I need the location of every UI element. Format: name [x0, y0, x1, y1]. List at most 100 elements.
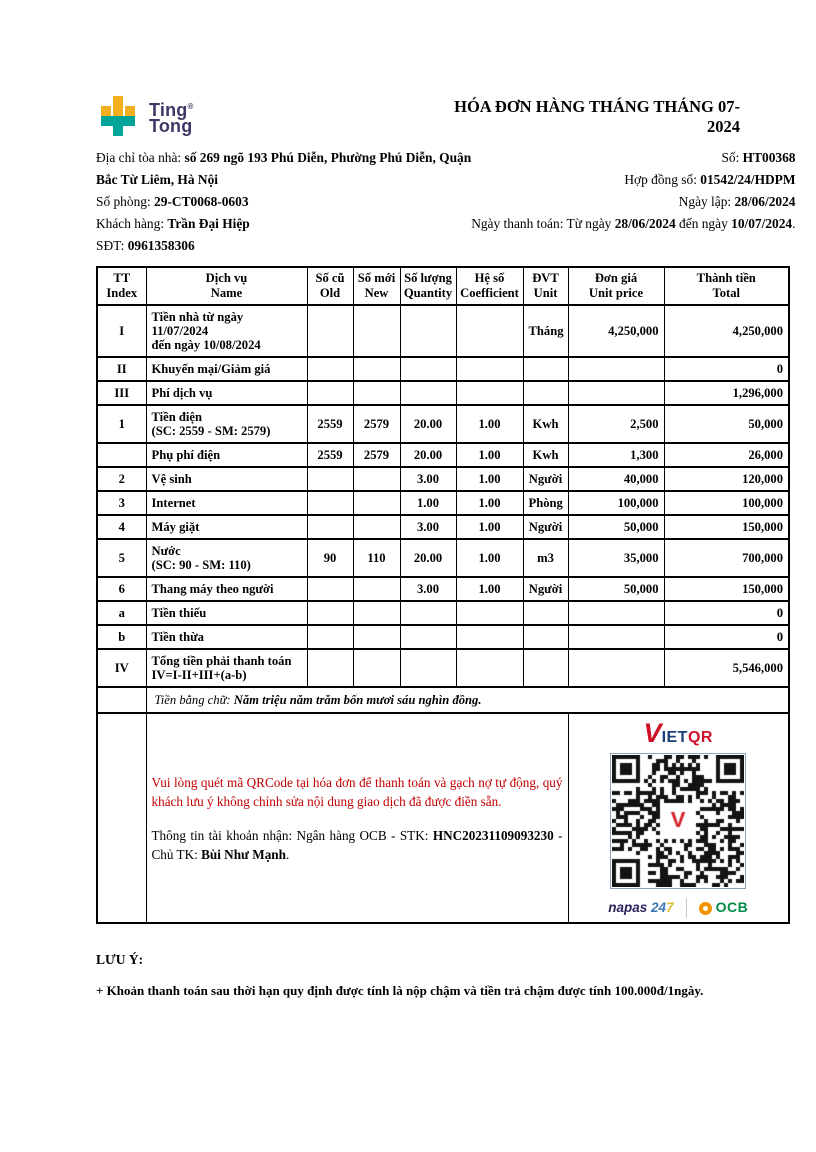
late-payment-note: + Khoản thanh toán sau thời hạn quy định… — [96, 983, 704, 998]
cell-coef — [455, 380, 524, 406]
info-section: Địa chỉ tòa nhà: số 269 ngõ 193 Phú Diễn… — [96, 147, 796, 257]
qr-code-frame — [610, 753, 747, 889]
cell-qty: 1.00 — [399, 490, 457, 516]
address-line: Địa chỉ tòa nhà: số 269 ngõ 193 Phú Diễn… — [96, 150, 472, 187]
cell-unit: Tháng — [522, 304, 569, 358]
registered-mark: ® — [187, 101, 194, 111]
tingtong-logo: Ting® Tong — [96, 96, 194, 136]
column-header: Hệ số Coefficient — [455, 266, 524, 306]
cell-coef: 1.00 — [455, 490, 524, 516]
cell-new — [352, 514, 401, 540]
cell-old — [306, 624, 354, 650]
cell-coef — [455, 624, 524, 650]
cell-price: 100,000 — [567, 490, 665, 516]
column-header: Số lượng Quantity — [399, 266, 457, 306]
document-title: HÓA ĐƠN HÀNG THÁNG THÁNG 07- 2024 — [454, 97, 740, 136]
table-body: I Tiền nhà từ ngày 11/07/2024 đến ngày 10/… — [96, 304, 790, 688]
cell-new — [352, 624, 401, 650]
cell-qty — [399, 600, 457, 626]
invoice-page: Ting® Tong HÓA ĐƠN HÀNG THÁNG THÁNG 07- 2… — [96, 96, 796, 999]
cell-qty — [399, 304, 457, 358]
cell-name: Máy giặt — [145, 514, 308, 540]
table-row: 6 Thang máy theo người 3.00 1.00 Người 50,000… — [96, 576, 790, 602]
cell-total: 100,000 — [663, 490, 790, 516]
qr-code — [612, 755, 745, 887]
cell-unit — [522, 380, 569, 406]
ocb-wordmark: OCB — [715, 899, 749, 915]
cell-old — [306, 466, 354, 492]
cell-new — [352, 304, 401, 358]
cell-unit: m3 — [522, 538, 569, 578]
cell-coef: 1.00 — [455, 404, 524, 444]
cell-qty — [399, 624, 457, 650]
cell-old — [306, 576, 354, 602]
cell-new — [352, 576, 401, 602]
cell-tt: b — [96, 624, 147, 650]
cell-new: 110 — [352, 538, 401, 578]
room-line: Số phòng: 29-CT0068-0603 — [96, 194, 249, 209]
cell-old — [306, 490, 354, 516]
table-row: IV Tổng tiền phải thanh toán IV=I-II+III+(… — [96, 648, 790, 688]
cell-old: 2559 — [306, 442, 354, 468]
column-header: Dịch vụ Name — [145, 266, 308, 306]
payment-row: Vui lòng quét mã QRCode tại hóa đơn để t… — [96, 712, 790, 924]
payment-instructions-cell: Vui lòng quét mã QRCode tại hóa đơn để t… — [145, 712, 569, 924]
cell-unit — [522, 648, 569, 688]
cell-total: 0 — [663, 624, 790, 650]
cell-coef: 1.00 — [455, 576, 524, 602]
cell-new — [352, 466, 401, 492]
cell-new — [352, 490, 401, 516]
cell-qty: 20.00 — [399, 404, 457, 444]
cell-price: 1,300 — [567, 442, 665, 468]
cell-qty: 3.00 — [399, 576, 457, 602]
cell-coef — [455, 600, 524, 626]
cell-name: Khuyến mại/Giảm giá — [145, 356, 308, 382]
issue-date-line: Ngày lập: 28/06/2024 — [678, 194, 796, 209]
bank-account-info: Thông tin tài khoản nhận: Ngân hàng OCB … — [151, 827, 563, 862]
table-row: Phụ phí điện 2559 2579 20.00 1.00 Kwh 1,300 26,… — [96, 442, 790, 468]
cell-tt: 6 — [96, 576, 147, 602]
cell-unit: Phòng — [522, 490, 569, 516]
header-row: TT Index Dịch vụ Name Số cũ Old Số mới New Số lư… — [96, 266, 790, 306]
table-row: II Khuyến mại/Giảm giá 0 — [96, 356, 790, 382]
cell-price — [567, 624, 665, 650]
cell-name: Phí dịch vụ — [145, 380, 308, 406]
payment-partners: napas 247 OCB — [574, 898, 784, 918]
column-header: ĐVT Unit — [522, 266, 569, 306]
cell-old: 2559 — [306, 404, 354, 444]
cell-tt: 4 — [96, 514, 147, 540]
cell-new — [352, 600, 401, 626]
cell-old: 90 — [306, 538, 354, 578]
cell-qty: 20.00 — [399, 442, 457, 468]
logo-divider — [685, 898, 687, 918]
column-header: Số mới New — [352, 266, 401, 306]
qr-payment-notice: Vui lòng quét mã QRCode tại hóa đơn để t… — [151, 774, 563, 809]
cell-unit — [522, 624, 569, 650]
cell-total: 50,000 — [663, 404, 790, 444]
cell-tt: 2 — [96, 466, 147, 492]
cell-price: 2,500 — [567, 404, 665, 444]
cell-old — [306, 356, 354, 382]
cell-coef — [455, 356, 524, 382]
cell-name: Tổng tiền phải thanh toán IV=I-II+III+(a-… — [145, 648, 308, 688]
cell-new — [352, 380, 401, 406]
cell-tt — [96, 712, 147, 924]
table-row: 4 Máy giặt 3.00 1.00 Người 50,000 150,000 — [96, 514, 790, 540]
cell-old — [306, 514, 354, 540]
cell-coef — [455, 648, 524, 688]
cell-old — [306, 380, 354, 406]
cell-new — [352, 648, 401, 688]
cell-old — [306, 600, 354, 626]
table-row: III Phí dịch vụ 1,296,000 — [96, 380, 790, 406]
cell-total: 5,546,000 — [663, 648, 790, 688]
invoice-number-line: Số: HT00368 — [721, 150, 796, 165]
cell-price: 50,000 — [567, 514, 665, 540]
cell-unit — [522, 356, 569, 382]
cell-name: Tiền thừa — [145, 624, 308, 650]
napas-247-logo: napas 247 — [608, 900, 674, 915]
cell-price — [567, 648, 665, 688]
cell-tt: II — [96, 356, 147, 382]
cell-name: Tiền thiếu — [145, 600, 308, 626]
cell-name: Vệ sinh — [145, 466, 308, 492]
table-row: 5 Nước (SC: 90 - SM: 110) 90 110 20.00 1.00 m3 3… — [96, 538, 790, 578]
